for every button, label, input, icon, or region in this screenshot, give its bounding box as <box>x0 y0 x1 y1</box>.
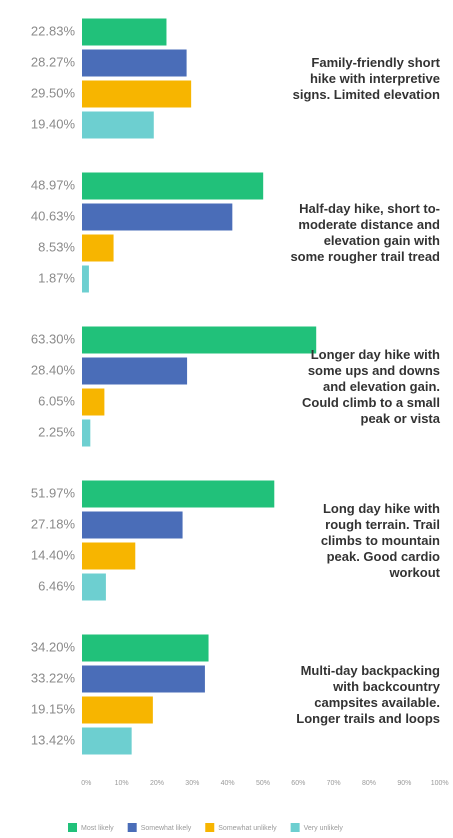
x-tick-label: 0% <box>81 780 91 787</box>
legend-label: Somewhat unlikely <box>218 825 277 832</box>
x-tick-label: 60% <box>291 780 305 787</box>
legend-label: Very unlikely <box>304 825 344 832</box>
bar <box>82 573 106 601</box>
value-label: 22.83% <box>31 23 76 38</box>
bar <box>82 634 209 662</box>
x-tick-label: 20% <box>150 780 164 787</box>
value-label: 1.87% <box>38 270 75 285</box>
value-label: 19.40% <box>31 116 76 131</box>
bar <box>82 665 205 693</box>
legend-swatch <box>68 823 77 832</box>
category-label: Family-friendly short hike with interpre… <box>292 54 440 102</box>
value-label: 27.18% <box>31 516 76 531</box>
bar <box>82 234 114 262</box>
legend-label: Somewhat likely <box>141 825 192 832</box>
bar <box>82 172 264 200</box>
bar <box>82 203 233 231</box>
x-tick-label: 40% <box>221 780 235 787</box>
value-label: 19.15% <box>31 701 76 716</box>
category-label: Long day hike with rough terrain. Trail … <box>320 500 440 580</box>
value-label: 51.97% <box>31 485 76 500</box>
bar <box>82 542 136 570</box>
legend-swatch <box>290 823 300 832</box>
x-tick-label: 70% <box>327 780 341 787</box>
bar <box>82 696 153 724</box>
value-label: 28.27% <box>31 54 76 69</box>
bar <box>82 49 187 77</box>
legend-swatch <box>205 823 215 832</box>
bar <box>82 357 188 385</box>
value-label: 33.22% <box>31 670 76 685</box>
category-label: Multi-day backpacking with backcountry c… <box>296 662 440 726</box>
value-label: 6.05% <box>38 393 75 408</box>
value-label: 34.20% <box>31 639 76 654</box>
legend-label: Most likely <box>81 825 114 832</box>
value-label: 6.46% <box>38 578 75 593</box>
x-tick-label: 90% <box>397 780 411 787</box>
bar <box>82 326 317 354</box>
value-label: 8.53% <box>38 239 75 254</box>
value-label: 2.25% <box>38 424 75 439</box>
bar <box>82 727 132 755</box>
value-label: 40.63% <box>31 208 76 223</box>
x-tick-label: 50% <box>256 780 270 787</box>
value-label: 48.97% <box>31 177 76 192</box>
x-tick-label: 100% <box>431 780 449 787</box>
x-tick-label: 80% <box>362 780 376 787</box>
category-label: Half-day hike, short to-moderate distanc… <box>290 200 440 264</box>
legend-swatch <box>127 823 137 832</box>
bar <box>82 265 89 293</box>
bar <box>82 419 91 447</box>
value-label: 29.50% <box>31 85 76 100</box>
value-label: 28.40% <box>31 362 76 377</box>
bar <box>82 388 105 416</box>
bar <box>82 80 192 108</box>
x-tick-label: 30% <box>185 780 199 787</box>
category-label: Longer day hike with some ups and downs … <box>302 346 440 426</box>
bar <box>82 511 183 539</box>
bar <box>82 18 167 46</box>
bar <box>82 480 275 508</box>
value-label: 63.30% <box>31 331 76 346</box>
bar <box>82 111 154 139</box>
value-label: 14.40% <box>31 547 76 562</box>
x-tick-label: 10% <box>115 780 129 787</box>
value-label: 13.42% <box>31 732 76 747</box>
